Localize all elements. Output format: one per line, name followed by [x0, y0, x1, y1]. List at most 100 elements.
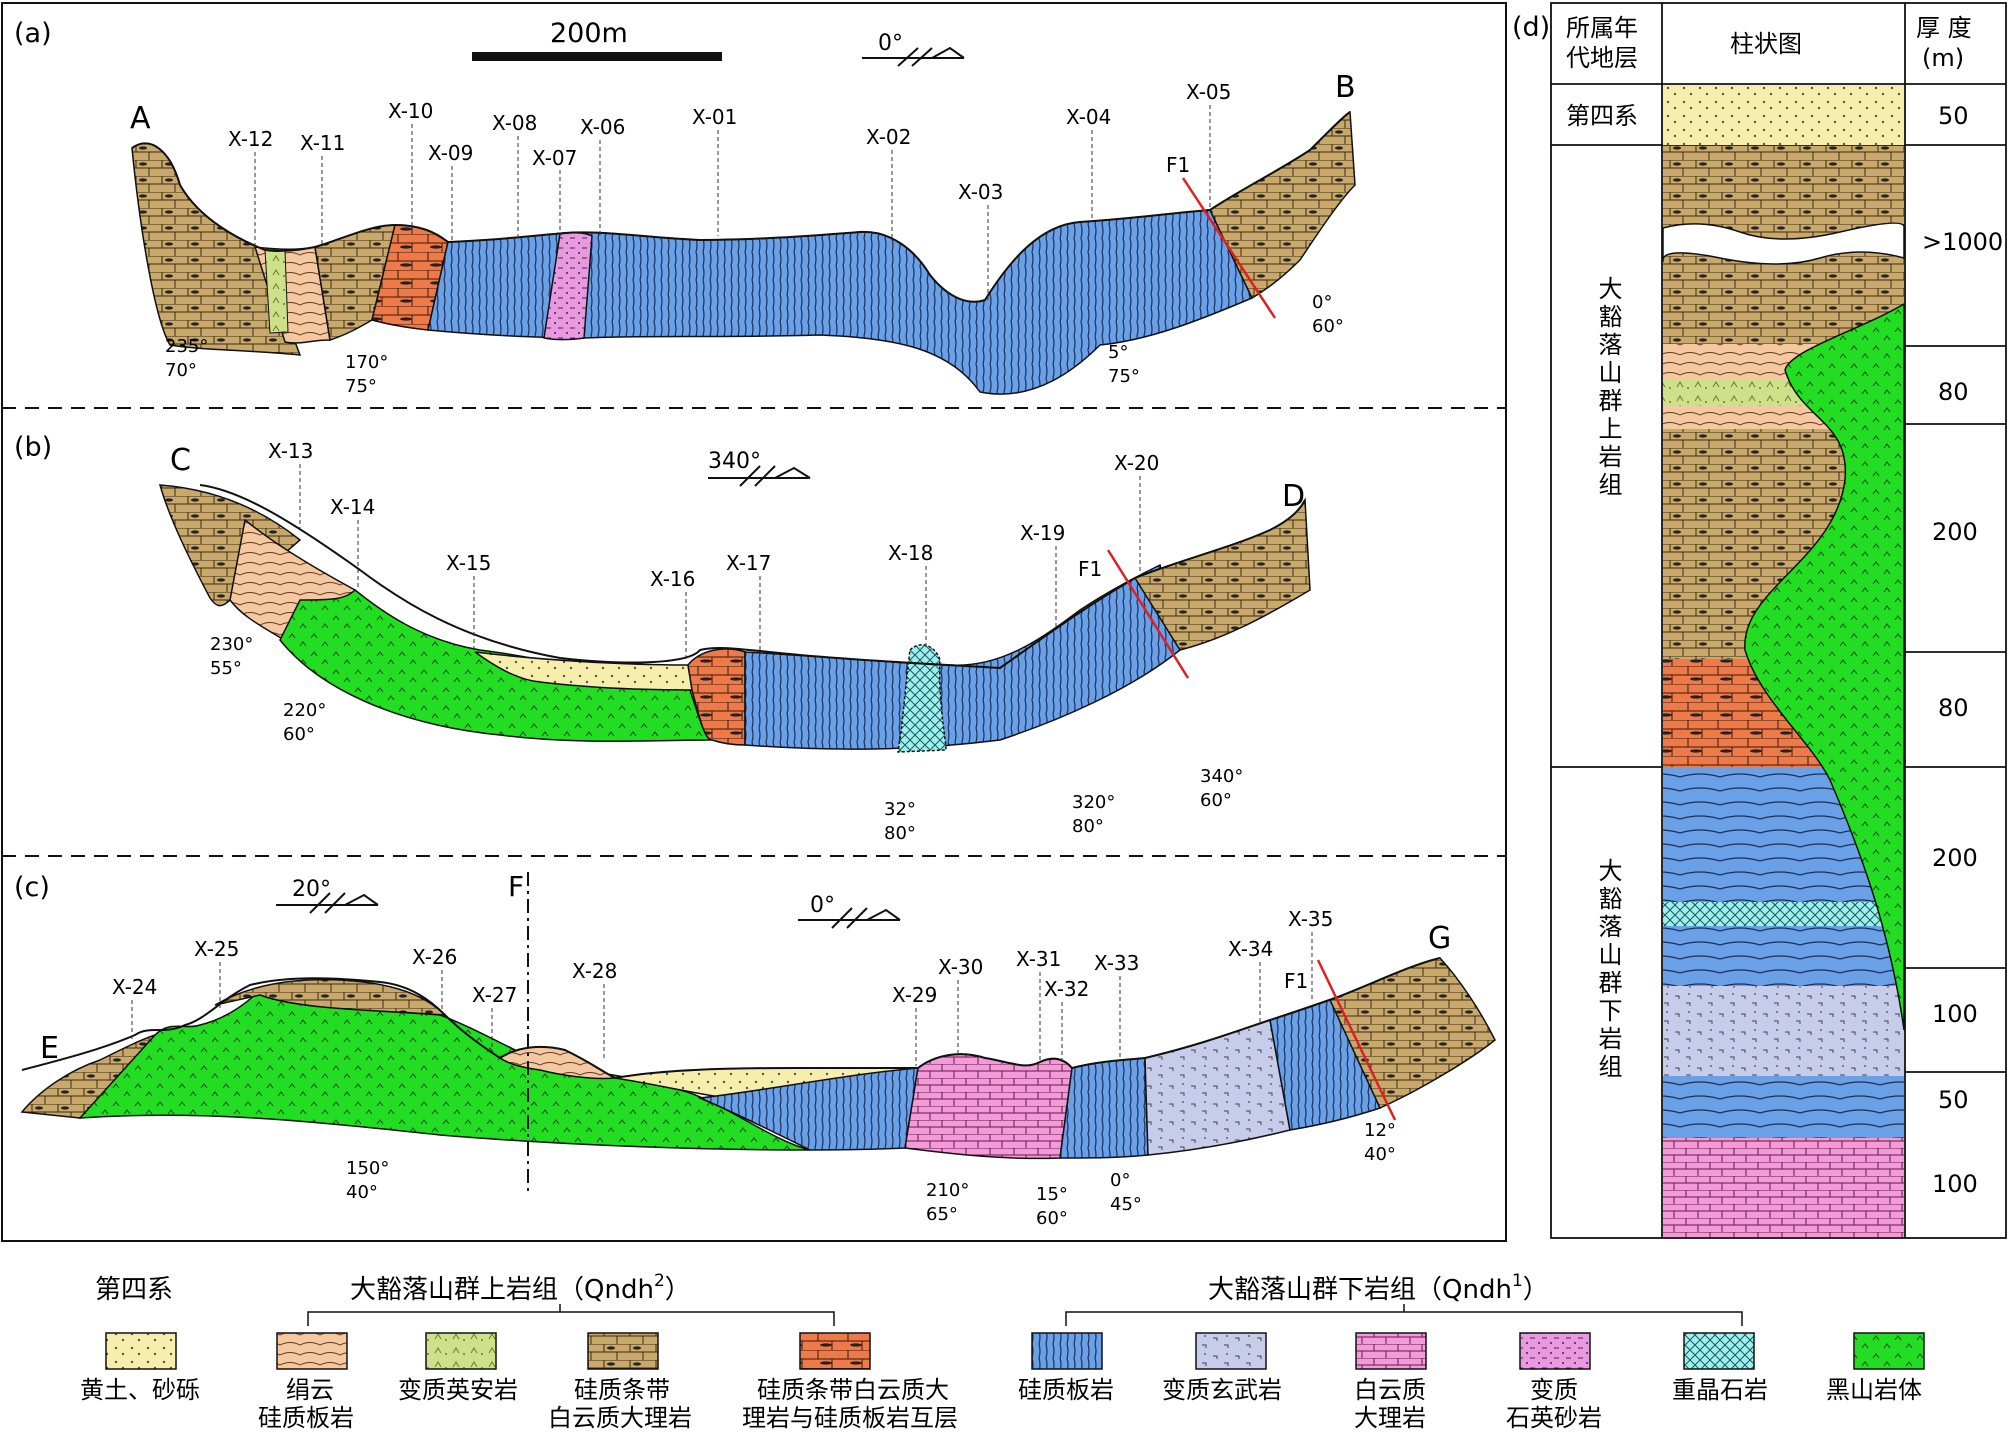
- svg-text:石英砂岩: 石英砂岩: [1506, 1404, 1602, 1431]
- panel-label-b: (b): [14, 432, 52, 463]
- unit-upper-group: 大豁落山群上岩组: [1594, 276, 1622, 500]
- column-basalt: [1663, 986, 1904, 1076]
- svg-text:170°: 170°: [345, 352, 388, 373]
- svg-text:白云质: 白云质: [1354, 1376, 1426, 1404]
- svg-text:X-06: X-06: [580, 115, 625, 139]
- column-marble: [1663, 1138, 1904, 1237]
- svg-text:所属年: 所属年: [1566, 14, 1638, 42]
- svg-text:X-32: X-32: [1044, 977, 1089, 1001]
- profile-frame: [1, 2, 1507, 1242]
- svg-text:0°: 0°: [878, 31, 903, 56]
- svg-text:80: 80: [1938, 694, 1969, 722]
- svg-text:0°: 0°: [1312, 292, 1332, 313]
- svg-text:变质英安岩: 变质英安岩: [398, 1376, 518, 1404]
- sample-labels: X-12 X-11 X-10 X-09 X-08 X-07 X-06 X-01 …: [228, 80, 1231, 204]
- sample-labels: X-13 X-14 X-15 X-16 X-17 X-18 X-19 X-20: [268, 439, 1159, 591]
- svg-text:X-33: X-33: [1094, 951, 1139, 975]
- svg-text:X-29: X-29: [892, 983, 937, 1007]
- svg-text:340°: 340°: [708, 449, 761, 474]
- legend-upper-title: 大豁落山群上岩组（Qndh2）: [350, 1271, 691, 1305]
- dip-symbol: 0°: [798, 893, 901, 929]
- dip-symbol: 20°: [276, 877, 379, 914]
- svg-text:X-07: X-07: [532, 146, 577, 170]
- topography-line: [131, 111, 1351, 303]
- svg-text:80: 80: [1938, 378, 1969, 406]
- svg-text:65°: 65°: [926, 1204, 958, 1225]
- fault-f1: [1316, 959, 1397, 1121]
- unit-dolomarble: [158, 484, 302, 607]
- svg-text:X-24: X-24: [112, 975, 157, 999]
- svg-text:X-26: X-26: [412, 945, 457, 969]
- fault-f1: [1181, 177, 1277, 319]
- dip-symbol: 340°: [708, 449, 811, 487]
- unit-slate: [697, 1067, 919, 1151]
- sample-ticks: [299, 464, 1141, 662]
- svg-text:硅质条带白云质大: 硅质条带白云质大: [757, 1376, 949, 1404]
- attitude-labels: 150° 40° 210° 65° 15° 60° 0° 45° 12° 40°: [346, 1120, 1396, 1229]
- svg-text:55°: 55°: [210, 658, 242, 679]
- svg-text:代地层: 代地层: [1566, 44, 1638, 72]
- svg-text:220°: 220°: [283, 700, 326, 721]
- svg-text:32°: 32°: [884, 799, 916, 820]
- unit-barite: [897, 644, 947, 753]
- svg-text:黄土、砂砾: 黄土、砂砾: [80, 1376, 200, 1404]
- sample-labels: X-24 X-25 X-26 X-27 X-28 X-29 X-30 X-31 …: [112, 907, 1333, 1007]
- attitude-labels: 235° 70° 170° 75° 5° 75° 0° 60°: [165, 292, 1344, 397]
- svg-text:X-34: X-34: [1228, 937, 1273, 961]
- svg-text:X-19: X-19: [1020, 521, 1065, 545]
- section-end: B: [1335, 70, 1356, 105]
- unit-slate: [744, 563, 1181, 750]
- svg-text:200: 200: [1932, 518, 1978, 546]
- svg-text:X-01: X-01: [692, 105, 737, 129]
- svg-text:X-12: X-12: [228, 127, 273, 151]
- svg-text:X-11: X-11: [300, 131, 345, 155]
- legend-lower-title: 大豁落山群下岩组（Qndh1）: [1208, 1271, 1549, 1305]
- fault-f-label: F: [508, 870, 524, 903]
- svg-text:230°: 230°: [210, 634, 253, 655]
- panel-label-a: (a): [14, 18, 52, 49]
- svg-text:340°: 340°: [1200, 766, 1243, 787]
- svg-text:60°: 60°: [1312, 316, 1344, 337]
- svg-text:0°: 0°: [1110, 1170, 1130, 1191]
- svg-text:320°: 320°: [1072, 792, 1115, 813]
- fault-label: F1: [1166, 153, 1190, 177]
- section-start: E: [40, 1031, 59, 1066]
- fault-f1: [1106, 549, 1190, 679]
- svg-text:X-18: X-18: [888, 541, 933, 565]
- svg-text:50: 50: [1938, 1086, 1969, 1114]
- svg-text:变质: 变质: [1530, 1376, 1578, 1404]
- svg-text:重晶石岩: 重晶石岩: [1672, 1376, 1768, 1404]
- svg-text:X-15: X-15: [446, 551, 491, 575]
- svg-text:X-17: X-17: [726, 551, 771, 575]
- svg-text:>1000: >1000: [1922, 228, 2003, 256]
- svg-text:理岩与硅质板岩互层: 理岩与硅质板岩互层: [742, 1404, 958, 1431]
- svg-text:50: 50: [1938, 102, 1969, 130]
- svg-text:黑山岩体: 黑山岩体: [1826, 1376, 1922, 1404]
- column-thickness: 50 >1000 80 200 80 200 100 50 100: [1922, 102, 2003, 1198]
- sample-ticks: [131, 932, 1313, 1066]
- svg-text:45°: 45°: [1110, 1194, 1142, 1215]
- section-start: C: [170, 443, 191, 478]
- svg-text:75°: 75°: [345, 376, 377, 397]
- svg-text:60°: 60°: [1200, 790, 1232, 811]
- svg-text:200: 200: [1932, 844, 1978, 872]
- svg-text:60°: 60°: [1036, 1208, 1068, 1229]
- unit-quaternary: 第四系: [1566, 102, 1638, 130]
- unit-loess: [474, 651, 693, 691]
- svg-text:X-10: X-10: [388, 99, 433, 123]
- svg-text:X-14: X-14: [330, 495, 375, 519]
- section-end: G: [1428, 921, 1451, 956]
- unit-lower-group: 大豁落山群下岩组: [1594, 858, 1622, 1082]
- svg-text:X-28: X-28: [572, 959, 617, 983]
- svg-text:硅质板岩: 硅质板岩: [258, 1404, 354, 1431]
- svg-text:X-25: X-25: [194, 937, 239, 961]
- svg-text:100: 100: [1932, 1000, 1978, 1028]
- svg-text:X-35: X-35: [1288, 907, 1333, 931]
- svg-text:40°: 40°: [1364, 1144, 1396, 1165]
- svg-text:X-02: X-02: [866, 125, 911, 149]
- svg-text:绢云: 绢云: [286, 1376, 334, 1404]
- legend-bracket-upper: [307, 1304, 835, 1326]
- column-granite: [1744, 302, 1905, 1031]
- dip-symbol: 0°: [862, 31, 965, 67]
